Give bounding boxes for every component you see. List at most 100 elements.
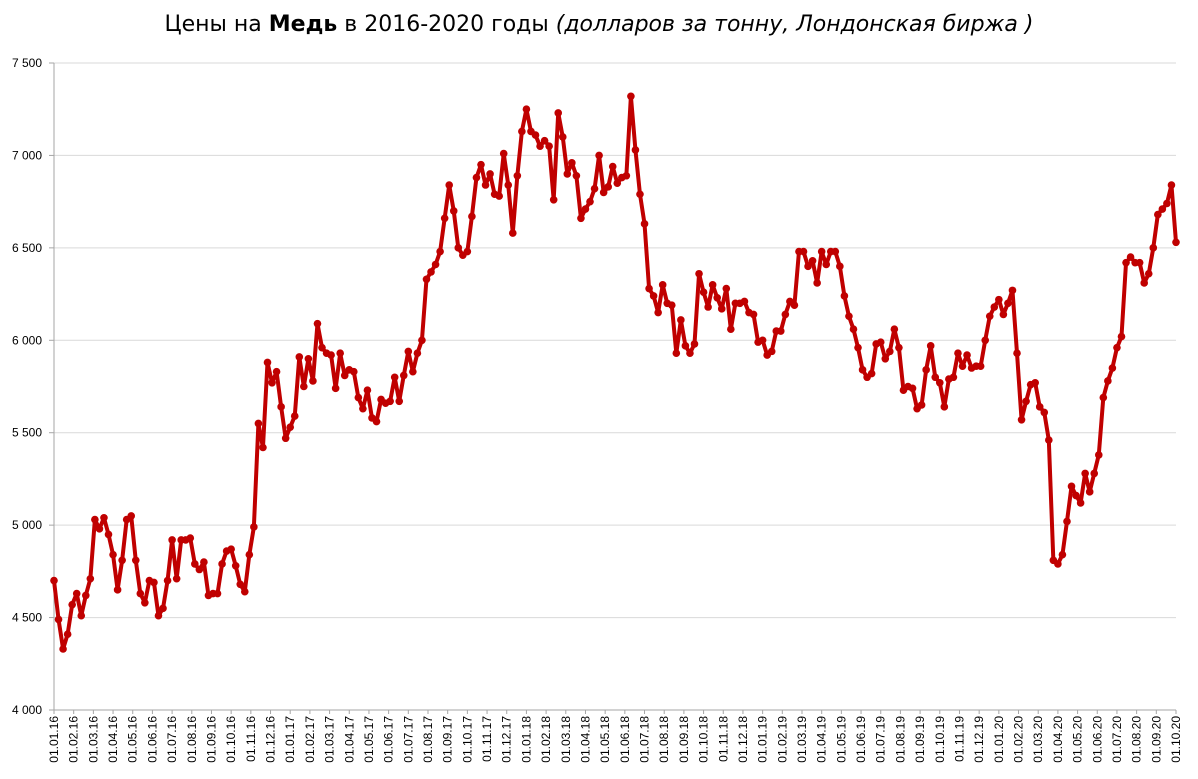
data-point xyxy=(690,340,699,348)
x-tick-label: 01.04.19 xyxy=(815,716,829,763)
data-point xyxy=(154,611,163,620)
x-tick-label: 01.07.17 xyxy=(401,716,415,763)
data-point xyxy=(722,284,731,293)
data-point xyxy=(386,397,394,406)
title-middle: в 2016-2020 годы xyxy=(337,12,556,37)
x-tick-label: 01.08.17 xyxy=(421,716,435,763)
x-tick-label: 01.11.19 xyxy=(952,716,966,762)
data-point xyxy=(767,347,776,356)
data-point xyxy=(1035,403,1044,411)
data-point xyxy=(213,589,222,598)
data-point xyxy=(172,574,181,583)
data-point xyxy=(713,293,722,302)
data-point xyxy=(77,611,86,620)
data-point xyxy=(976,362,985,370)
data-point xyxy=(777,327,785,335)
data-point xyxy=(886,347,894,356)
data-point xyxy=(1067,482,1076,491)
data-point xyxy=(1090,469,1099,478)
data-point xyxy=(304,354,313,363)
data-point xyxy=(558,133,567,141)
data-point xyxy=(72,589,81,598)
x-tick-label: 01.06.16 xyxy=(145,716,159,763)
data-point xyxy=(867,369,876,378)
data-point xyxy=(431,260,440,269)
x-tick-label: 01.12.17 xyxy=(500,716,514,763)
data-point xyxy=(858,366,867,374)
data-point xyxy=(1117,332,1126,341)
data-point xyxy=(545,142,553,150)
x-tick-label: 01.05.19 xyxy=(834,716,848,763)
x-tick-label: 01.09.20 xyxy=(1149,716,1163,763)
title-bold: Медь xyxy=(268,12,338,37)
x-tick-label: 01.09.16 xyxy=(204,716,218,763)
data-point xyxy=(672,349,681,358)
data-point xyxy=(404,347,413,356)
data-point xyxy=(150,578,158,587)
data-point xyxy=(86,574,95,583)
x-tick-label: 01.01.20 xyxy=(992,716,1006,763)
x-tick-label: 01.03.18 xyxy=(559,716,573,763)
data-point xyxy=(499,149,508,158)
data-point xyxy=(486,170,494,178)
data-point xyxy=(1004,299,1012,308)
x-tick-label: 01.08.19 xyxy=(893,716,907,763)
x-tick-label: 01.10.17 xyxy=(460,716,474,763)
series-layer xyxy=(50,92,1180,653)
data-point xyxy=(667,301,676,309)
data-point xyxy=(427,268,435,276)
data-point xyxy=(1099,393,1108,402)
data-point xyxy=(949,373,958,382)
data-point xyxy=(599,188,608,197)
data-point xyxy=(1063,517,1071,526)
data-point xyxy=(981,336,990,345)
x-tick-label: 01.05.20 xyxy=(1071,716,1085,763)
data-point xyxy=(740,297,749,306)
data-point xyxy=(168,536,176,544)
x-tick-label: 01.04.18 xyxy=(578,716,592,763)
data-point xyxy=(218,560,226,568)
data-point xyxy=(327,351,335,359)
x-tick-label: 01.03.16 xyxy=(86,716,100,763)
title-prefix: Цены на xyxy=(164,12,269,37)
data-point xyxy=(926,342,935,350)
data-point xyxy=(113,586,122,594)
data-point xyxy=(822,260,831,269)
data-point xyxy=(1113,343,1121,352)
data-point xyxy=(536,142,544,150)
data-point xyxy=(999,310,1008,319)
data-point xyxy=(395,397,404,406)
data-point xyxy=(254,419,263,428)
title-italic: (долларов за тонну, Лондонская биржа ) xyxy=(555,12,1034,37)
data-point xyxy=(240,587,249,596)
data-point xyxy=(359,404,367,413)
data-point xyxy=(908,384,917,393)
y-tick-label: 6 000 xyxy=(12,333,42,347)
data-point xyxy=(104,530,113,539)
data-point xyxy=(922,366,930,374)
data-point xyxy=(854,343,862,352)
data-point xyxy=(1154,210,1162,219)
data-point xyxy=(1081,469,1089,478)
data-point xyxy=(1008,286,1017,295)
data-point xyxy=(200,558,208,566)
data-point xyxy=(749,310,758,319)
x-tick-label: 01.08.18 xyxy=(657,716,671,763)
data-point xyxy=(1040,408,1049,417)
x-tick-label: 01.02.16 xyxy=(67,716,81,763)
data-point xyxy=(318,343,326,352)
data-point xyxy=(654,308,662,317)
data-point xyxy=(1085,488,1094,496)
data-point xyxy=(141,598,149,607)
data-point xyxy=(422,275,431,284)
x-tick-label: 01.08.20 xyxy=(1130,716,1144,763)
data-point xyxy=(131,556,140,565)
y-tick-label: 4 000 xyxy=(12,703,42,717)
data-point xyxy=(1022,397,1030,406)
data-point xyxy=(363,386,372,395)
data-point xyxy=(608,162,617,171)
gridlines xyxy=(54,62,1176,619)
data-point xyxy=(531,131,540,139)
x-tick-label: 01.11.18 xyxy=(716,716,730,762)
